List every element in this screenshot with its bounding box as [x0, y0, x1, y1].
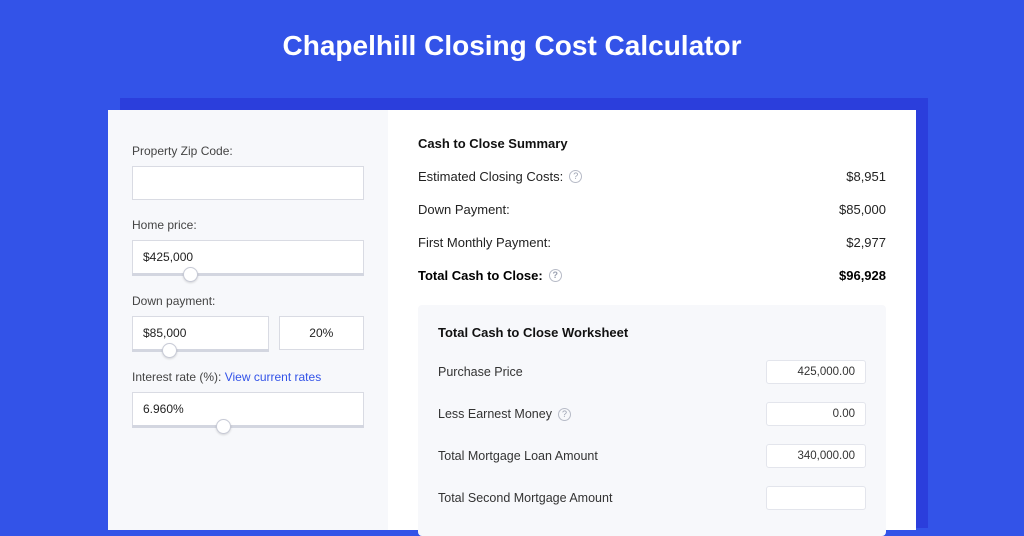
worksheet-row-label: Total Second Mortgage Amount — [438, 491, 612, 505]
summary-title: Cash to Close Summary — [418, 136, 886, 151]
worksheet-row-value[interactable] — [766, 486, 866, 510]
down-payment-slider-thumb[interactable] — [162, 343, 177, 358]
worksheet-panel: Total Cash to Close Worksheet Purchase P… — [418, 305, 886, 536]
worksheet-row: Purchase Price 425,000.00 — [438, 360, 866, 384]
down-payment-amount-input[interactable] — [132, 316, 269, 350]
summary-row-value: $2,977 — [846, 235, 886, 250]
home-price-slider-thumb[interactable] — [183, 267, 198, 282]
worksheet-row-label: Less Earnest Money — [438, 407, 552, 421]
zip-input[interactable] — [132, 166, 364, 200]
interest-rate-slider-thumb[interactable] — [216, 419, 231, 434]
form-panel: Property Zip Code: Home price: Down paym… — [108, 110, 388, 530]
worksheet-row: Less Earnest Money? 0.00 — [438, 402, 866, 426]
summary-row-label: First Monthly Payment: — [418, 235, 551, 250]
worksheet-row: Total Second Mortgage Amount — [438, 486, 866, 510]
summary-row: Estimated Closing Costs:? $8,951 — [418, 169, 886, 184]
down-payment-pct-input[interactable]: 20% — [279, 316, 364, 350]
zip-label: Property Zip Code: — [132, 144, 364, 158]
worksheet-row-label: Purchase Price — [438, 365, 523, 379]
home-price-slider[interactable] — [132, 273, 364, 276]
interest-rate-slider[interactable] — [132, 425, 364, 428]
worksheet-rows: Purchase Price 425,000.00 Less Earnest Mon… — [438, 360, 866, 510]
summary-row-label: Estimated Closing Costs: — [418, 169, 563, 184]
interest-rate-group: Interest rate (%): View current rates — [132, 370, 364, 428]
worksheet-row-value[interactable]: 340,000.00 — [766, 444, 866, 468]
summary-panel: Cash to Close Summary Estimated Closing … — [388, 110, 916, 530]
down-payment-label: Down payment: — [132, 294, 364, 308]
worksheet-title: Total Cash to Close Worksheet — [438, 325, 866, 340]
help-icon[interactable]: ? — [569, 170, 582, 183]
interest-rate-input[interactable] — [132, 392, 364, 426]
summary-rows: Estimated Closing Costs:? $8,951 Down Paym… — [418, 169, 886, 250]
worksheet-row-value[interactable]: 0.00 — [766, 402, 866, 426]
summary-row-label: Down Payment: — [418, 202, 510, 217]
zip-group: Property Zip Code: — [132, 144, 364, 200]
down-payment-group: Down payment: 20% — [132, 294, 364, 352]
down-payment-slider[interactable] — [132, 349, 269, 352]
home-price-input[interactable] — [132, 240, 364, 274]
summary-row-value: $8,951 — [846, 169, 886, 184]
home-price-label: Home price: — [132, 218, 364, 232]
interest-rate-label-text: Interest rate (%): — [132, 370, 225, 384]
summary-total-row: Total Cash to Close: ? $96,928 — [418, 268, 886, 283]
summary-row: First Monthly Payment: $2,977 — [418, 235, 886, 250]
summary-row-value: $85,000 — [839, 202, 886, 217]
help-icon[interactable]: ? — [549, 269, 562, 282]
summary-total-value: $96,928 — [839, 268, 886, 283]
help-icon[interactable]: ? — [558, 408, 571, 421]
summary-row: Down Payment: $85,000 — [418, 202, 886, 217]
interest-rate-label: Interest rate (%): View current rates — [132, 370, 364, 384]
worksheet-row-label: Total Mortgage Loan Amount — [438, 449, 598, 463]
page-title: Chapelhill Closing Cost Calculator — [0, 0, 1024, 86]
summary-total-label: Total Cash to Close: — [418, 268, 543, 283]
calculator-card: Property Zip Code: Home price: Down paym… — [108, 110, 916, 530]
worksheet-row: Total Mortgage Loan Amount 340,000.00 — [438, 444, 866, 468]
view-rates-link[interactable]: View current rates — [225, 370, 322, 384]
worksheet-row-value[interactable]: 425,000.00 — [766, 360, 866, 384]
home-price-group: Home price: — [132, 218, 364, 276]
